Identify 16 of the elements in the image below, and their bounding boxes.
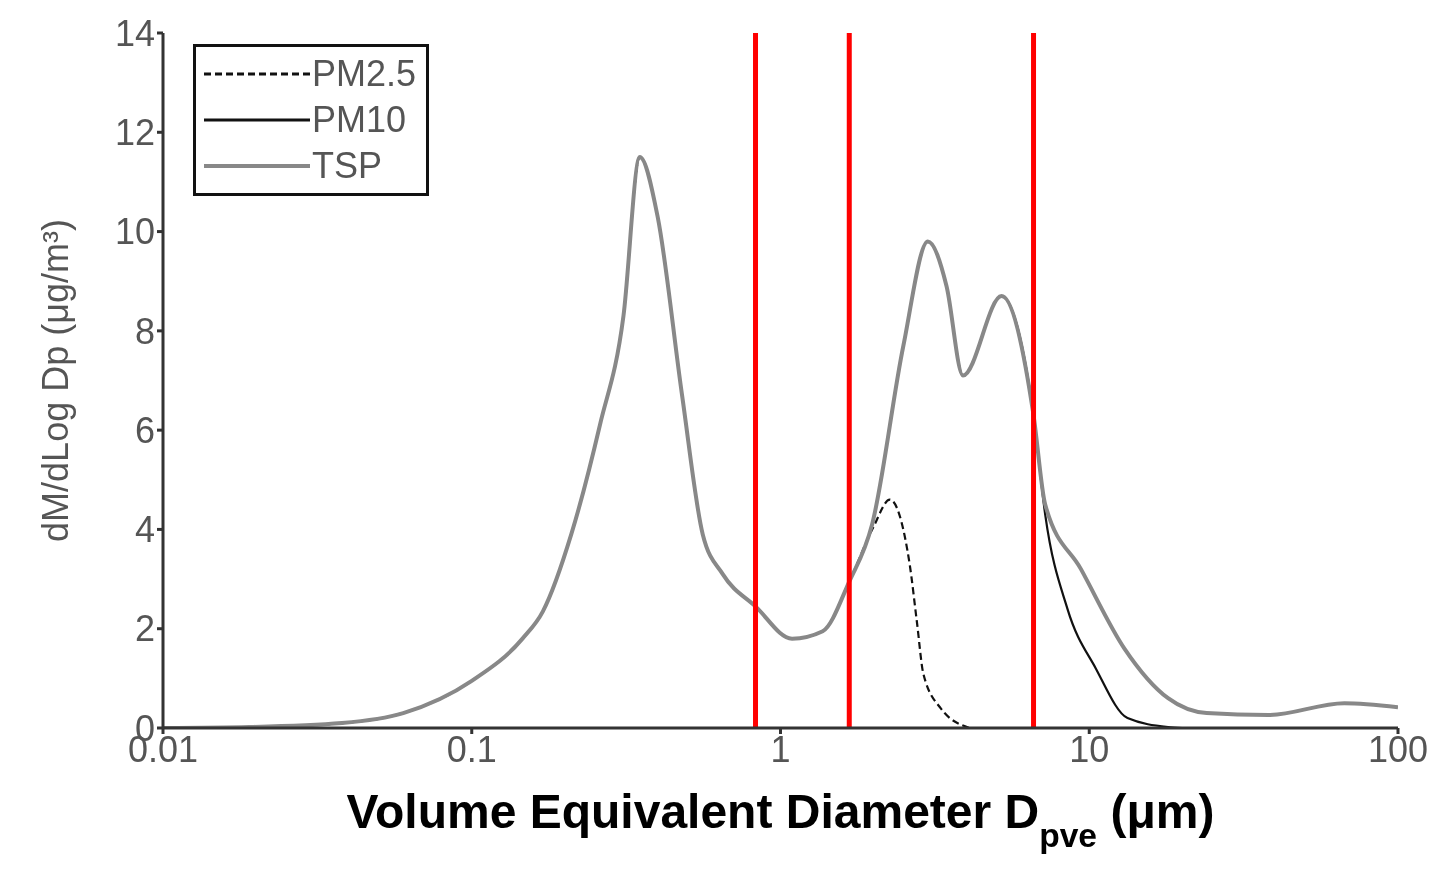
x-axis-title: Volume Equivalent Diameter D$_{pve}$ (μm): [346, 785, 1215, 854]
x-tick-label: 10: [1069, 728, 1110, 770]
x-tick-label: 100: [1367, 728, 1429, 770]
y-tick-label: 10: [114, 211, 155, 253]
y-tick-label: 2: [134, 608, 155, 650]
x-tick-label: 0.1: [446, 728, 497, 770]
y-tick-label: 8: [134, 310, 155, 352]
legend-label: PM10: [312, 98, 407, 142]
legend-label: PM2.5: [312, 52, 417, 96]
y-tick-label: 4: [134, 509, 155, 551]
y-axis-title: dM/dLog Dp (μg/m³): [35, 219, 76, 542]
x-tick-label: 1: [770, 728, 791, 770]
legend-label: TSP: [312, 144, 383, 188]
y-tick-label: 14: [114, 12, 155, 54]
y-tick-label: 12: [114, 112, 155, 154]
y-tick-label: 6: [134, 409, 155, 451]
